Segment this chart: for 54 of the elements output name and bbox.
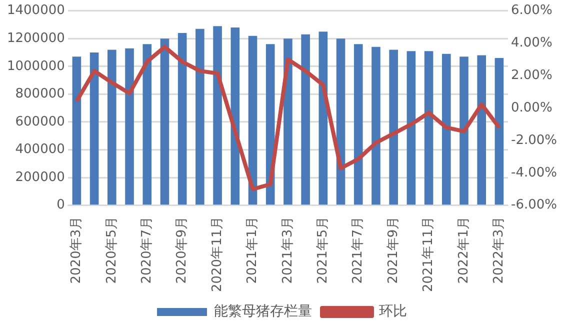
x-tick-label: 2021年3月: [280, 216, 296, 284]
y-tick-label: 200000: [15, 170, 65, 185]
y2-tick-label: 0.00%: [511, 100, 552, 116]
x-tick-label: 2020年11月: [210, 216, 225, 292]
x-tick-label: 2021年5月: [316, 216, 331, 284]
x-tick-label: 2020年3月: [69, 216, 84, 284]
y2-tick-label: 6.00%: [511, 3, 552, 18]
bar: [442, 54, 451, 205]
bar: [248, 36, 258, 205]
x-tick-label: 2021年11月: [421, 216, 436, 292]
bar: [230, 27, 240, 205]
bar: [72, 56, 82, 205]
x-tick-label: 2021年1月: [245, 216, 260, 284]
bar: [372, 46, 380, 205]
y-tick-label: 400000: [15, 142, 65, 158]
bar: [160, 38, 170, 205]
bar: [142, 44, 152, 205]
bar: [406, 51, 416, 205]
legend-label: 环比: [379, 304, 407, 320]
x-tick-label: 2020年5月: [104, 216, 120, 284]
bar: [284, 38, 292, 205]
bar: [424, 51, 434, 205]
bar: [213, 26, 222, 205]
y2-tick-label: 4.00%: [511, 36, 552, 51]
bar: [494, 58, 504, 205]
legend-label: 能繁母猪存栏量: [214, 304, 312, 320]
bar: [354, 44, 363, 205]
bar: [90, 52, 99, 205]
y2-tick-label: -4.00%: [511, 165, 558, 180]
x-tick-label: 2021年9月: [386, 216, 401, 284]
y2-tick-label: -2.00%: [511, 132, 558, 148]
y-tick-label: 0: [56, 198, 65, 213]
bar: [460, 56, 468, 205]
y-tick-label: 1200000: [6, 30, 65, 46]
y-tick-label: 600000: [15, 114, 65, 130]
bar: [336, 38, 346, 205]
y-tick-label: 800000: [15, 86, 65, 102]
y-tick-label: 1400000: [6, 3, 65, 18]
y2-tick-label: -6.00%: [511, 198, 558, 213]
y-tick-label: 1000000: [6, 58, 65, 74]
x-tick-label: 2022年1月: [456, 216, 472, 284]
bar: [389, 50, 398, 205]
bar: [318, 32, 328, 205]
x-tick-label: 2020年7月: [139, 216, 154, 284]
bar: [477, 55, 486, 205]
bar: [196, 28, 204, 205]
x-tick-label: 2022年3月: [492, 216, 507, 284]
bar: [178, 33, 187, 205]
x-tick-label: 2021年7月: [350, 216, 366, 284]
y2-tick-label: 2.00%: [511, 68, 552, 84]
bar: [125, 48, 134, 205]
bar: [301, 34, 310, 205]
bar: [108, 50, 116, 205]
x-tick-label: 2020年9月: [174, 216, 190, 284]
